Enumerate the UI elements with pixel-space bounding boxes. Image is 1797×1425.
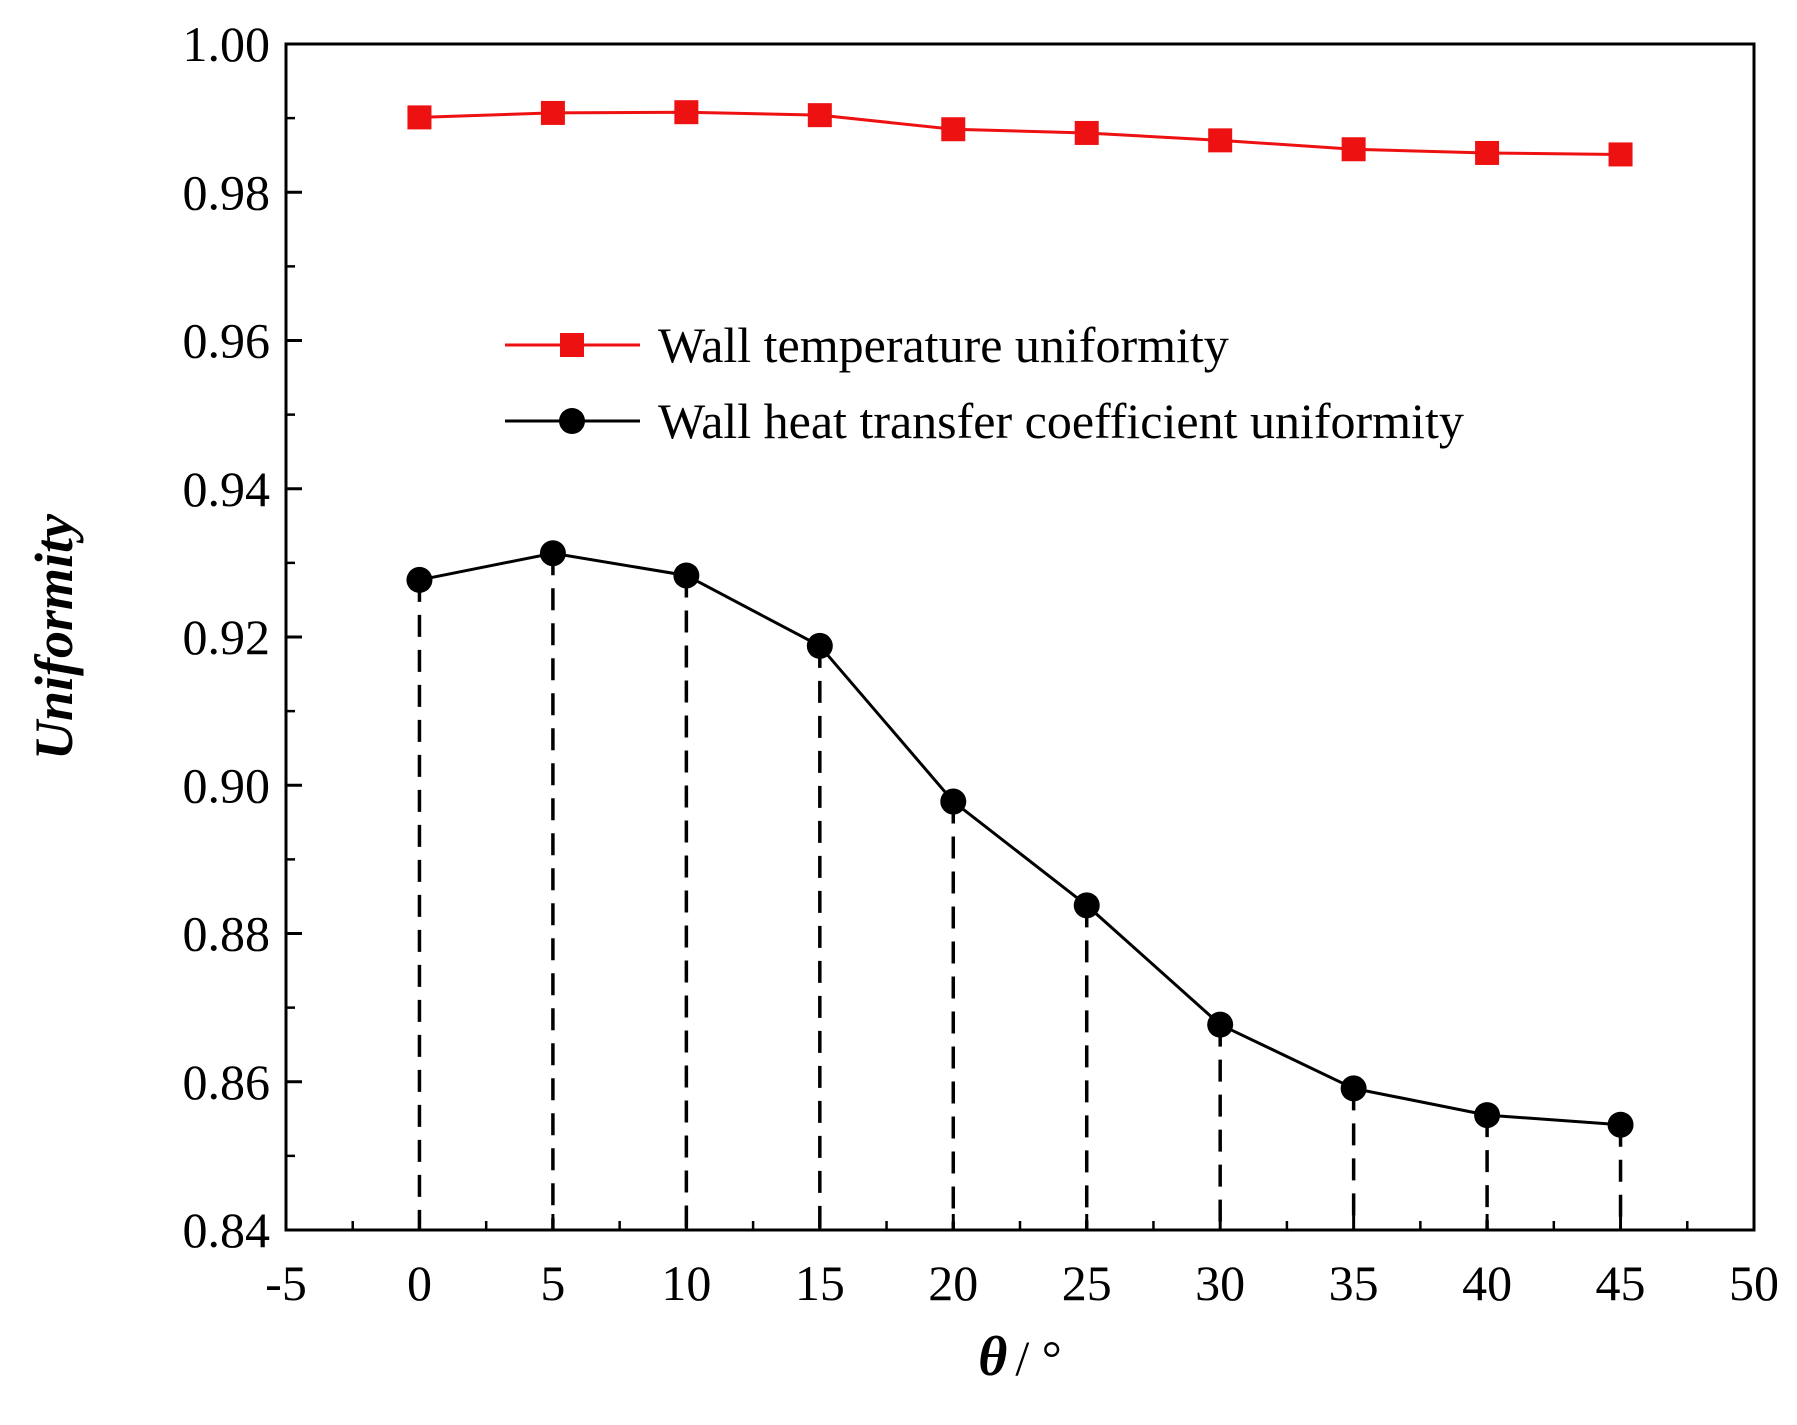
legend-label-temperature: Wall temperature uniformity [658, 317, 1229, 373]
x-tick-label: 25 [1062, 1255, 1112, 1311]
data-point-square [807, 103, 832, 128]
data-point-square [540, 100, 565, 125]
plot-area [284, 42, 1756, 1232]
data-point-square [1074, 120, 1099, 145]
y-tick-label: 0.96 [183, 313, 271, 369]
y-tick-label: 1.00 [183, 16, 271, 72]
y-tick-label: 0.90 [183, 757, 271, 813]
data-point-circle [1474, 1102, 1501, 1129]
x-tick-label: 0 [407, 1255, 432, 1311]
data-point-square [1341, 137, 1366, 162]
data-point-square [1208, 128, 1233, 153]
y-tick-label: 0.98 [183, 164, 271, 220]
data-point-square [941, 117, 966, 142]
y-tick-label: 0.92 [183, 609, 271, 665]
data-point-square [674, 100, 699, 125]
x-tick-label: 35 [1329, 1255, 1379, 1311]
y-axis-title: Uniformity [24, 513, 84, 760]
series-line-1 [419, 110, 1621, 156]
data-point-square [1608, 142, 1633, 167]
x-ticks: -5 0 5 10 15 20 25 30 35 40 45 50 [265, 1214, 1779, 1311]
data-point-circle [940, 788, 967, 815]
x-tick-label: 45 [1596, 1255, 1646, 1311]
x-tick-label: 50 [1729, 1255, 1779, 1311]
x-tick-label: -5 [265, 1255, 307, 1311]
x-axis-title: θ / ° [978, 1326, 1061, 1388]
data-point-square [1475, 140, 1500, 165]
legend-label-htc: Wall heat transfer coefficient uniformit… [658, 393, 1464, 449]
y-tick-label: 0.84 [183, 1202, 271, 1258]
x-tick-label: 10 [661, 1255, 711, 1311]
data-point-circle [539, 540, 566, 567]
x-tick-label: 5 [540, 1255, 565, 1311]
legend-marker-htc [559, 408, 585, 434]
series-line-2 [419, 551, 1621, 1127]
data-point-circle [1607, 1111, 1634, 1138]
data-point-circle [806, 632, 833, 659]
legend-marker-temperature [560, 333, 584, 357]
legend: Wall temperature uniformity Wall heat tr… [505, 317, 1464, 449]
x-axis-symbol: θ [978, 1326, 1007, 1388]
data-point-circle [406, 566, 433, 593]
y-tick-label: 0.88 [183, 906, 271, 962]
data-point-circle [673, 562, 700, 589]
x-tick-label: 20 [928, 1255, 978, 1311]
data-point-circle [1340, 1075, 1367, 1102]
data-point-circle [1073, 892, 1100, 919]
x-tick-label: 30 [1195, 1255, 1245, 1311]
x-tick-label: 15 [795, 1255, 845, 1311]
y-tick-label: 0.94 [183, 461, 271, 517]
series-layer [406, 100, 1634, 1138]
y-tick-label: 0.86 [183, 1054, 271, 1110]
drop-lines [417, 553, 1623, 1230]
y-ticks: 0.84 0.86 0.88 0.90 0.92 0.94 0.96 0.98 1.00 [183, 16, 302, 1258]
data-point-square [407, 105, 432, 130]
x-axis-unit: / ° [1015, 1330, 1061, 1386]
data-point-circle [1207, 1011, 1234, 1038]
x-tick-label: 40 [1462, 1255, 1512, 1311]
